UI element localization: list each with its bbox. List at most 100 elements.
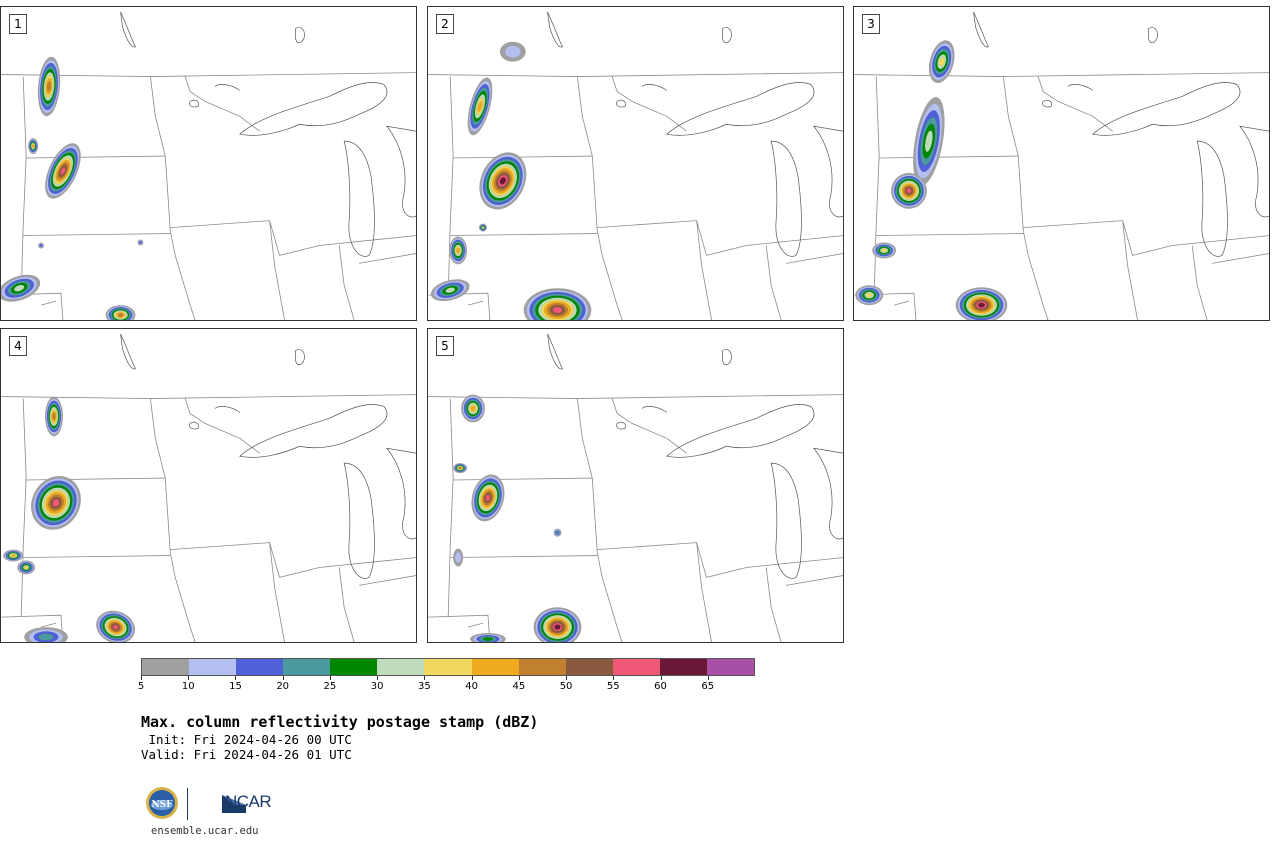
reflectivity-cell bbox=[1, 274, 41, 302]
state-boundary bbox=[765, 245, 782, 320]
reflectivity-cell bbox=[17, 560, 36, 575]
colorbar-tick-mark bbox=[613, 676, 615, 680]
state-boundary bbox=[40, 622, 57, 628]
reflectivity-cell bbox=[24, 627, 68, 642]
state-boundary bbox=[893, 300, 910, 306]
reflectivity-cell bbox=[45, 396, 63, 437]
lake-outline bbox=[641, 406, 668, 413]
reflectivity-contour bbox=[866, 292, 873, 298]
lake-outline bbox=[120, 333, 136, 370]
state-boundary bbox=[428, 394, 843, 399]
reflectivity-contour bbox=[60, 166, 66, 175]
colorbar-tick-label: 60 bbox=[654, 681, 667, 692]
state-boundary bbox=[467, 622, 484, 628]
lake-outline bbox=[547, 333, 563, 370]
state-boundary bbox=[1037, 76, 1113, 132]
state-boundary bbox=[20, 398, 27, 618]
state-boundary bbox=[1023, 220, 1269, 256]
reflectivity-contour bbox=[504, 45, 521, 59]
postage-stamp-map-2: 2 bbox=[427, 6, 844, 321]
colorbar-tick-label: 45 bbox=[512, 681, 526, 692]
state-boundary bbox=[184, 398, 260, 454]
state-boundary bbox=[40, 300, 57, 306]
lake-outline bbox=[666, 82, 815, 136]
state-boundary bbox=[149, 76, 196, 320]
state-boundary bbox=[876, 233, 1024, 236]
reflectivity-cell bbox=[105, 305, 136, 320]
state-boundary bbox=[358, 253, 416, 264]
reflectivity-contour bbox=[31, 144, 35, 148]
reflectivity-contour bbox=[11, 554, 16, 557]
lake-outline bbox=[343, 462, 375, 579]
lake-outline bbox=[641, 84, 668, 91]
state-boundary bbox=[450, 555, 598, 558]
member-number-label: 1 bbox=[9, 14, 27, 34]
lake-outline bbox=[1067, 84, 1094, 91]
reflectivity-contour bbox=[39, 243, 43, 247]
reflectivity-contour bbox=[554, 624, 561, 630]
state-boundary bbox=[170, 220, 416, 256]
map-canvas bbox=[428, 11, 843, 320]
state-boundary bbox=[447, 398, 454, 618]
reflectivity-cell bbox=[28, 138, 39, 155]
reflectivity-cell bbox=[533, 607, 582, 642]
lake-outline bbox=[722, 26, 732, 44]
lake-outline bbox=[189, 99, 199, 108]
state-boundary bbox=[854, 72, 1269, 77]
colorbar-segment bbox=[424, 659, 472, 675]
lake-outline bbox=[1042, 99, 1052, 108]
state-boundary bbox=[785, 253, 843, 264]
postage-stamp-map-5: 5 bbox=[427, 328, 844, 643]
state-boundary bbox=[1002, 76, 1049, 320]
reflectivity-contour bbox=[482, 637, 494, 641]
state-boundary bbox=[184, 76, 260, 132]
lake-outline bbox=[295, 348, 305, 366]
colorbar-tick-mark bbox=[518, 676, 520, 680]
reflectivity-cell bbox=[855, 285, 884, 306]
reflectivity-cell bbox=[471, 474, 505, 522]
lake-outline bbox=[239, 82, 388, 136]
reflectivity-cell bbox=[479, 152, 527, 210]
reflectivity-cell bbox=[553, 528, 562, 537]
lake-outline bbox=[386, 447, 416, 540]
colorbar-segment bbox=[283, 659, 331, 675]
reflectivity-contour bbox=[456, 247, 460, 254]
colorbar-segment bbox=[377, 659, 425, 675]
member-number-label: 4 bbox=[9, 336, 27, 356]
reflectivity-contour bbox=[46, 81, 52, 92]
state-boundary bbox=[765, 567, 782, 642]
map-canvas bbox=[1, 11, 416, 320]
state-boundary bbox=[696, 220, 712, 320]
state-boundary bbox=[358, 575, 416, 586]
lake-outline bbox=[770, 462, 802, 579]
state-boundary bbox=[338, 567, 355, 642]
lake-outline bbox=[547, 11, 563, 48]
colorbar-tick-mark bbox=[235, 676, 237, 680]
state-boundary bbox=[576, 76, 623, 320]
svg-text:NSF: NSF bbox=[151, 800, 173, 810]
state-boundary bbox=[696, 542, 712, 642]
colorbar-tick-label: 5 bbox=[137, 681, 145, 692]
colorbar-tick-mark bbox=[707, 676, 709, 680]
reflectivity-cell bbox=[96, 610, 136, 642]
reflectivity-cell bbox=[872, 242, 897, 259]
colorbar-segment bbox=[706, 659, 755, 675]
member-number-label: 2 bbox=[436, 14, 454, 34]
lake-outline bbox=[1196, 140, 1228, 257]
reflectivity-contour bbox=[906, 188, 912, 194]
state-boundary bbox=[879, 155, 1019, 159]
lake-outline bbox=[813, 447, 843, 540]
reflectivity-contour bbox=[470, 405, 476, 412]
colorbar-segment bbox=[142, 659, 190, 675]
reflectivity-cell bbox=[891, 172, 927, 209]
reflectivity-cell bbox=[913, 97, 945, 186]
member-number-label: 3 bbox=[862, 14, 880, 34]
colorbar-tick-mark bbox=[377, 676, 379, 680]
reflectivity-cell bbox=[479, 223, 487, 232]
state-boundary bbox=[597, 220, 843, 256]
colorbar-tick-mark bbox=[282, 676, 284, 680]
colorbar-tick-label: 30 bbox=[370, 681, 384, 692]
state-boundary bbox=[785, 575, 843, 586]
state-boundary bbox=[428, 614, 491, 642]
colorbar-segment bbox=[518, 659, 566, 675]
